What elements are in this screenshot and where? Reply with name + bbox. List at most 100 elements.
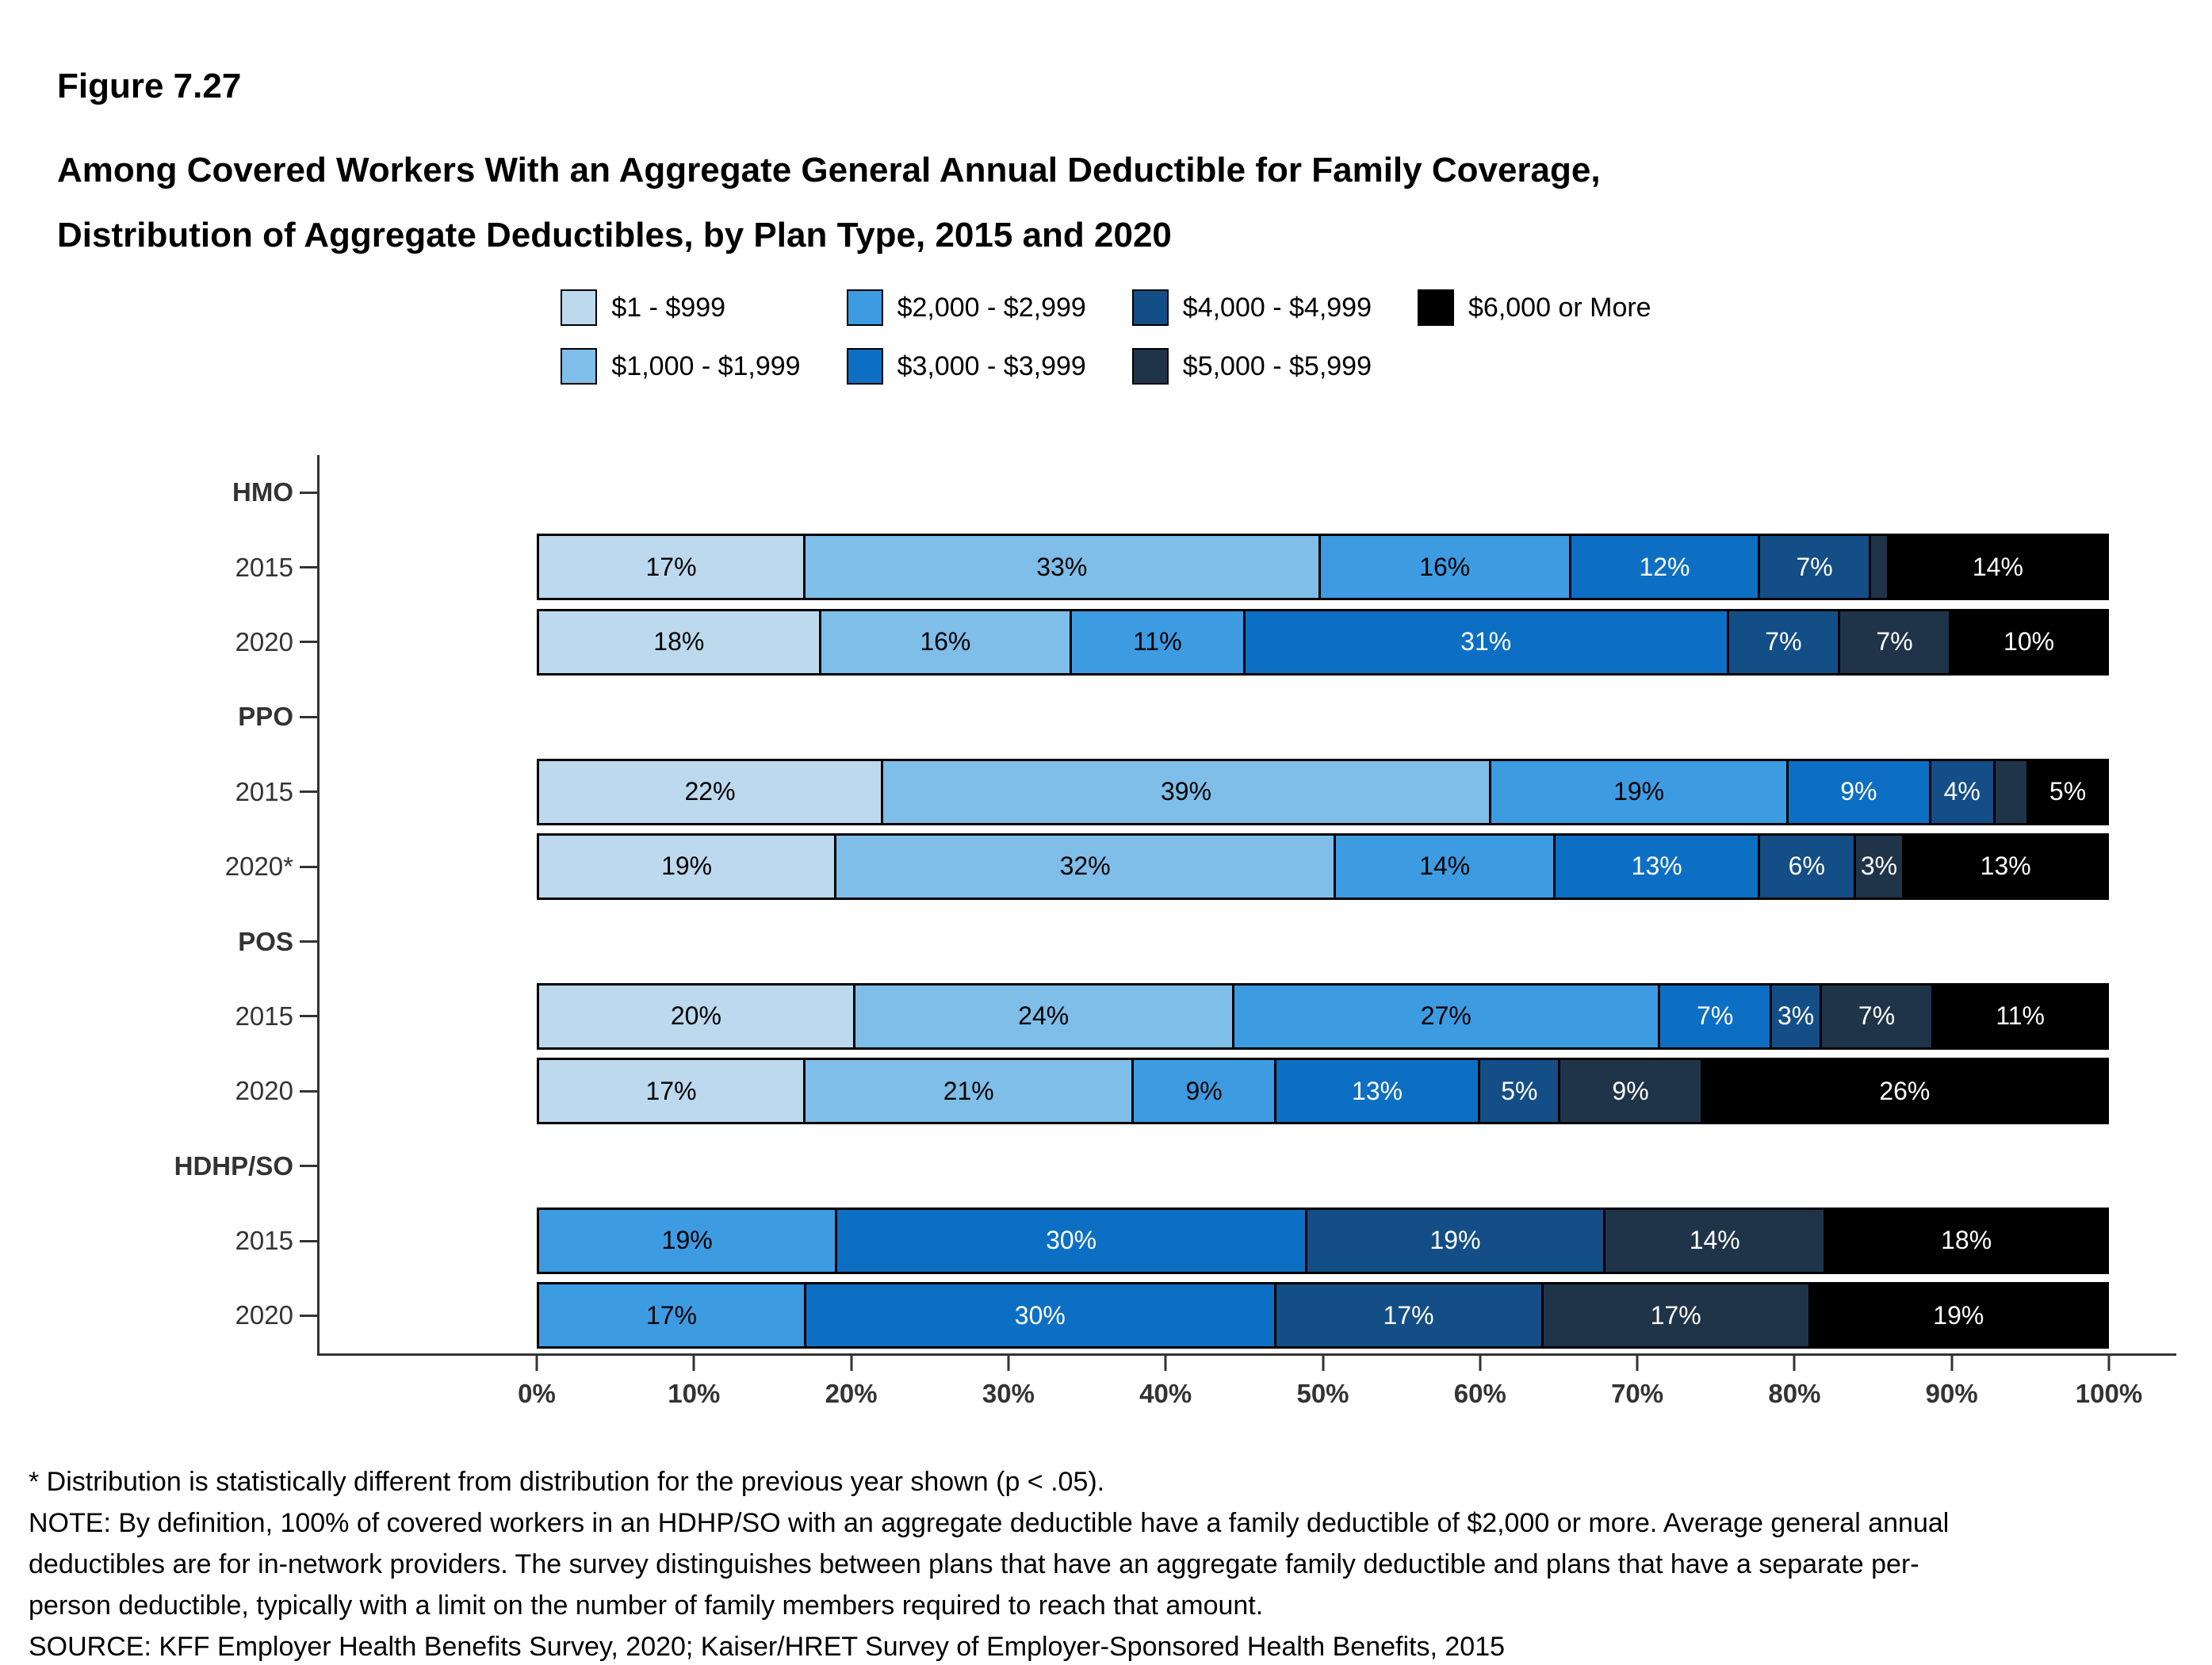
bar-segment: 14% [1334,835,1554,898]
bar-segment: 11% [1931,985,2107,1047]
bar-segment: 17% [1273,1284,1541,1347]
x-axis: 0% 10% 20% 30% 40% 50% 60% 70% 80% 90% 100% [518,1353,2142,1425]
group-row-ppo: PPO [0,679,2212,754]
bar-segment: 18% [539,610,819,673]
x-tick [2107,1353,2111,1371]
bar-row-hmo-2020: 2020 18% 16% 11% 31% 7% 7% 10% [0,605,2212,679]
bar-segment: 7% [1657,985,1770,1047]
legend-label: $1 - $999 [611,292,726,323]
bar-segment: 3% [1853,835,1903,898]
bar-segment: 30% [835,1209,1305,1272]
y-tick [300,790,317,794]
bar-segment: 14% [1603,1209,1824,1272]
legend-label: $6,000 or More [1468,292,1651,323]
chart-header: Figure 7.27 Among Covered Workers With a… [57,67,1601,268]
bar-segment: 30% [804,1284,1274,1347]
bar-value-label: 22% [684,777,736,806]
bar-segment: 19% [1808,1284,2107,1347]
bar-segment: 32% [834,835,1334,898]
group-row-hdhp-so: HDHP/SO [0,1129,2212,1204]
bar-segment: 18% [1824,1209,2107,1272]
row-year-label: 2015 [235,1001,293,1031]
bar-segment: 19% [539,1209,836,1272]
y-tick [300,566,317,569]
legend-column: $6,000 or More [1418,289,1651,327]
bar-segment: 31% [1242,610,1727,673]
bar-segment [1992,760,2027,823]
legend-label: $2,000 - $2,999 [897,292,1086,323]
x-tick-label: 100% [2075,1379,2143,1408]
bar-value-label: 17% [645,552,697,581]
bar-value-label: 19% [1613,777,1665,806]
bar-value-label: 18% [653,627,705,656]
bar-segment: 17% [539,536,804,599]
bar-value-label: 27% [1420,1001,1471,1031]
legend-swatch [1131,289,1169,326]
footnote-source: SOURCE: KFF Employer Health Benefits Sur… [29,1632,1506,1662]
bar-value-label: 11% [1996,1001,2045,1031]
x-tick-label: 90% [1925,1379,1978,1408]
bar-value-label: 7% [1876,627,1913,656]
group-label: HDHP/SO [174,1150,293,1181]
y-tick [300,715,317,718]
bar-segment: 9% [1786,760,1929,823]
legend-item: $1,000 - $1,999 [561,347,801,385]
y-tick [300,865,317,868]
legend-column: $2,000 - $2,999 $3,000 - $3,999 [846,289,1086,385]
bar-value-label: 16% [920,627,971,656]
bar-row-ppo-2020: 2020* 19% 32% 14% 13% 6% 3% 13% [0,829,2212,904]
y-tick [300,940,317,944]
bar-segment: 9% [1131,1060,1274,1123]
legend-swatch [846,348,883,385]
stacked-bar: 19% 30% 19% 14% 18% [537,1207,2109,1274]
bar-value-label: 13% [1631,852,1682,881]
bar-segment: 21% [803,1060,1132,1123]
x-tick-label: 10% [668,1379,721,1408]
bar-value-label: 9% [1840,777,1877,806]
bar-segment: 5% [2026,760,2107,823]
legend-label: $1,000 - $1,999 [611,350,801,381]
bar-segment: 19% [539,835,835,898]
x-tick [1164,1353,1167,1371]
group-label: PPO [238,702,293,732]
bar-value-label: 6% [1788,852,1825,881]
legend-swatch [1131,348,1169,385]
bar-segment: 7% [1819,985,1932,1047]
bar-value-label: 14% [1419,852,1471,881]
legend-item: $2,000 - $2,999 [846,289,1086,327]
bar-segment: 19% [1489,760,1787,823]
x-tick-label: 60% [1453,1379,1506,1408]
row-year-label: 2020 [235,1076,293,1106]
x-tick-label: 20% [825,1379,878,1408]
bar-segment: 10% [1949,610,2107,673]
bar-segment: 33% [803,536,1318,599]
legend-swatch [561,289,598,326]
bar-value-label: 5% [1501,1076,1538,1105]
group-label: HMO [232,477,293,507]
bar-segment: 13% [1553,835,1759,898]
x-tick-label: 0% [518,1379,556,1408]
bar-segment: 9% [1558,1060,1701,1123]
bar-value-label: 21% [943,1076,994,1105]
x-tick [1322,1353,1324,1371]
chart-title-line1: Among Covered Workers With an Aggregate … [57,151,1601,189]
footnote-asterisk: * Distribution is statistically differen… [29,1467,1105,1497]
bar-segment: 3% [1770,985,1820,1047]
bar-value-label: 19% [1429,1226,1481,1255]
bar-value-label: 7% [1796,552,1833,581]
bar-row-hdhp-so-2020: 2020 17% 30% 17% 17% 19% [0,1278,2212,1353]
bar-value-label: 10% [2003,627,2055,656]
bar-segment: 27% [1231,985,1658,1047]
bar-segment: 14% [1886,536,2107,599]
bar-value-label: 13% [1352,1076,1403,1105]
bar-value-label: 14% [1689,1226,1740,1255]
bar-segment: 22% [539,760,881,823]
bar-value-label: 30% [1014,1300,1066,1330]
bar-value-label: 26% [1879,1076,1931,1105]
bar-row-pos-2015: 2015 20% 24% 27% 7% 3% 7% 11% [0,979,2212,1054]
legend-swatch [561,348,598,385]
bar-value-label: 20% [670,1001,721,1031]
legend-swatch [846,289,883,326]
bar-value-label: 3% [1860,852,1898,881]
